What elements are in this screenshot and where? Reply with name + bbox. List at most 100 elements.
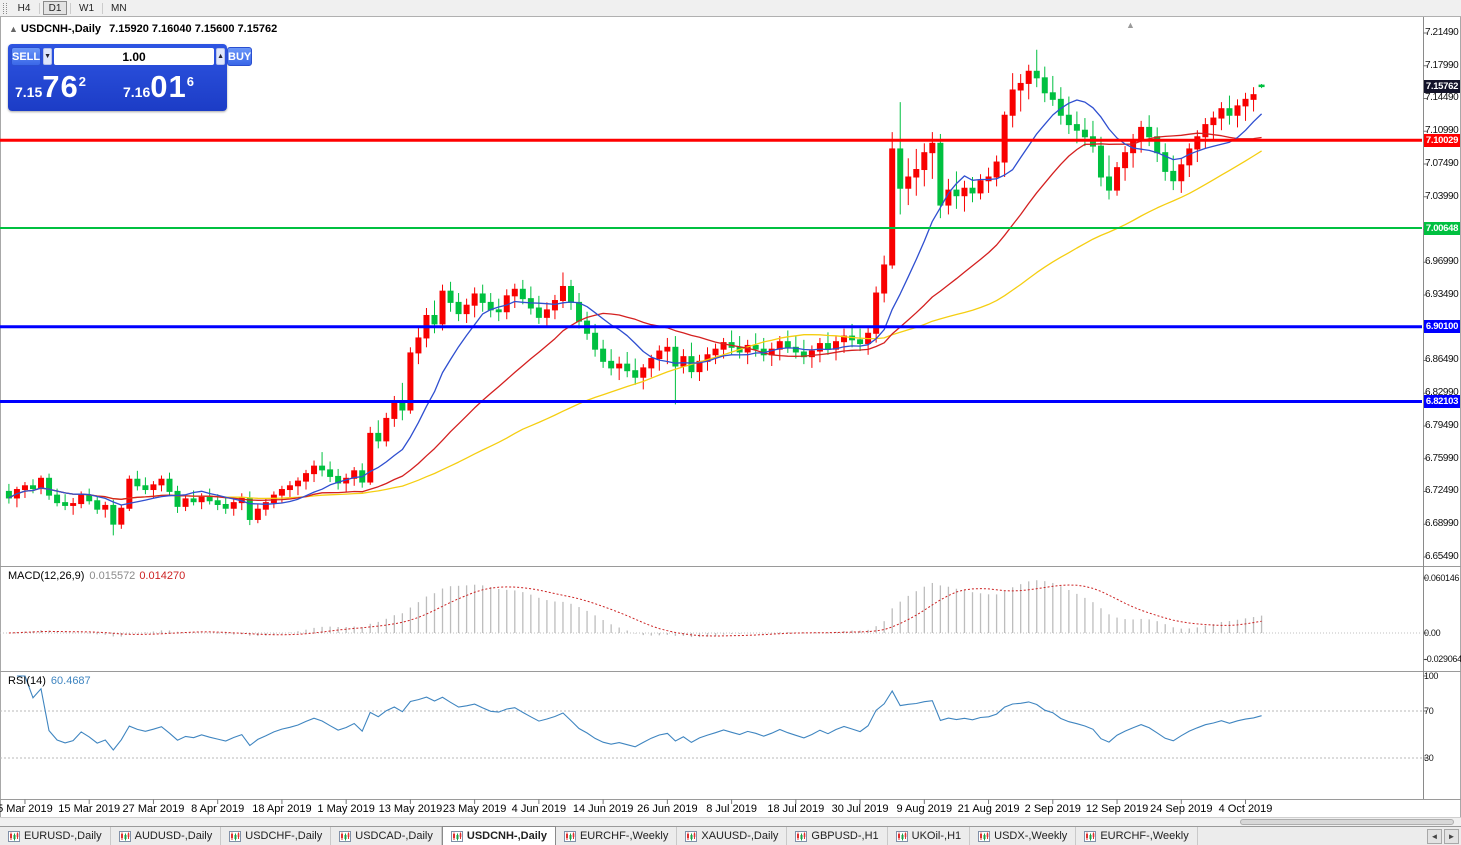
candlestick-chart-icon bbox=[339, 830, 352, 842]
candlestick-chart-icon bbox=[450, 830, 463, 842]
candlestick-chart-icon bbox=[118, 830, 131, 842]
chart-tab-usdchf-daily[interactable]: USDCHF-,Daily bbox=[221, 827, 332, 845]
date-axis-label: 12 Sep 2019 bbox=[1085, 803, 1149, 815]
bid-main: 7.15 bbox=[15, 84, 43, 100]
bid-sup: 2 bbox=[78, 74, 86, 89]
date-axis-label: 24 Sep 2019 bbox=[1150, 803, 1213, 815]
macd-indicator-label: MACD(12,26,9) 0.015572 0.014270 bbox=[8, 570, 185, 582]
volume-down-button[interactable]: ▼ bbox=[43, 48, 53, 65]
tab-label: USDCAD-,Daily bbox=[355, 830, 433, 842]
chart-tab-gbpusd-h1[interactable]: GBPUSD-,H1 bbox=[787, 827, 888, 845]
candlestick-chart-icon bbox=[895, 830, 908, 842]
date-axis-label: 26 Jun 2019 bbox=[637, 803, 698, 815]
date-axis-label: 8 Jul 2019 bbox=[706, 803, 757, 815]
rsi-layer bbox=[0, 675, 1422, 759]
tab-label: UKOil-,H1 bbox=[911, 830, 962, 842]
chart-tab-eurchf-weekly[interactable]: EURCHF-,Weekly bbox=[1076, 827, 1198, 845]
ma-lines-layer bbox=[8, 99, 1263, 506]
candlestick-chart-icon bbox=[229, 830, 242, 842]
date-axis-label: 14 Jun 2019 bbox=[572, 803, 634, 815]
date-axis-label: 15 Mar 2019 bbox=[58, 803, 121, 815]
ask-price[interactable]: 7.16016 bbox=[119, 68, 224, 108]
trade-controls-row: SELL ▼ ▲ BUY bbox=[11, 47, 253, 66]
tabs-scroll-left-button[interactable]: ◄ bbox=[1427, 829, 1442, 844]
timeframe-button-d1[interactable]: D1 bbox=[43, 1, 67, 15]
chart-tab-usdcnh-daily[interactable]: USDCNH-,Daily bbox=[441, 826, 556, 845]
chart-tab-usdx-weekly[interactable]: USDX-,Weekly bbox=[970, 827, 1077, 845]
macd-axis-label: 0.060146 bbox=[1424, 572, 1460, 583]
price-axis-label: 6.65490 bbox=[1425, 550, 1459, 562]
chart-tab-eurchf-weekly[interactable]: EURCHF-,Weekly bbox=[556, 827, 678, 845]
ask-big: 01 bbox=[150, 69, 187, 104]
candles-layer bbox=[5, 49, 1265, 536]
chart-tab-eurusd-daily[interactable]: EURUSD-,Daily bbox=[0, 827, 111, 845]
current-price-badge: 7.15762 bbox=[1424, 80, 1460, 94]
date-axis-label: 18 Apr 2019 bbox=[252, 803, 312, 815]
volume-up-button[interactable]: ▲ bbox=[216, 48, 225, 65]
scroll-marker-icon: ▲ bbox=[1126, 20, 1135, 30]
macd-signal-value: 0.014270 bbox=[139, 570, 186, 582]
date-axis-label: 13 May 2019 bbox=[378, 803, 443, 815]
macd-name: MACD(12,26,9) bbox=[8, 570, 85, 582]
date-axis-label: 1 May 2019 bbox=[317, 803, 375, 815]
price-axis-label: 6.72490 bbox=[1425, 485, 1459, 497]
volume-input[interactable] bbox=[54, 48, 215, 65]
candlestick-chart-icon bbox=[978, 830, 991, 842]
rsi-axis-label: 100 bbox=[1424, 670, 1439, 681]
candlestick-chart-icon bbox=[8, 830, 20, 842]
price-axis-label: 7.03990 bbox=[1425, 190, 1459, 202]
chart-tab-ukoil-h1[interactable]: UKOil-,H1 bbox=[888, 827, 971, 845]
ask-main: 7.16 bbox=[123, 84, 151, 100]
rsi-axis-label: 70 bbox=[1424, 705, 1434, 716]
chart-ohlc-header: ▲ USDCNH-,Daily 7.15920 7.16040 7.15600 7… bbox=[9, 23, 277, 35]
scrollbar-thumb[interactable] bbox=[1240, 819, 1454, 825]
ohlc-values: 7.15920 7.16040 7.15600 7.15762 bbox=[109, 23, 278, 35]
rsi-axis-label: 30 bbox=[1424, 752, 1434, 763]
macd-axis-label: -0.029064 bbox=[1424, 654, 1461, 665]
candlestick-chart-icon bbox=[685, 830, 698, 842]
chart-tab-usdcad-daily[interactable]: USDCAD-,Daily bbox=[331, 827, 442, 845]
price-axis-label: 7.17990 bbox=[1425, 59, 1459, 71]
timeframe-button-mn[interactable]: MN bbox=[111, 3, 127, 14]
tab-label: EURCHF-,Weekly bbox=[1100, 830, 1189, 842]
timeframe-button-w1[interactable]: W1 bbox=[79, 3, 94, 14]
price-axis-label: 6.96990 bbox=[1425, 256, 1459, 268]
bid-price[interactable]: 7.15762 bbox=[11, 68, 116, 108]
price-axis-label: 6.82990 bbox=[1425, 387, 1459, 399]
chart-tab-xauusd-daily[interactable]: XAUUSD-,Daily bbox=[677, 827, 788, 845]
price-axis-label: 6.68990 bbox=[1425, 518, 1459, 530]
tab-label: EURUSD-,Daily bbox=[24, 830, 102, 842]
hline-price-badge: 7.00648 bbox=[1424, 221, 1460, 235]
tab-label: AUDUSD-,Daily bbox=[134, 830, 213, 842]
chart-canvas[interactable] bbox=[0, 0, 1461, 826]
candlestick-chart-icon bbox=[795, 830, 808, 842]
macd-axis-label: 0.00 bbox=[1424, 627, 1441, 638]
hline-price-badge: 7.10029 bbox=[1424, 133, 1460, 147]
price-axis-label: 7.21490 bbox=[1425, 27, 1459, 38]
date-axis-label: 9 Aug 2019 bbox=[896, 803, 953, 815]
sell-button[interactable]: SELL bbox=[11, 47, 42, 66]
macd-layer bbox=[0, 580, 1422, 638]
candlestick-chart-icon bbox=[1084, 830, 1097, 842]
ask-sup: 6 bbox=[186, 74, 194, 89]
tab-label: USDCHF-,Daily bbox=[245, 830, 323, 842]
buy-button[interactable]: BUY bbox=[227, 47, 253, 66]
tab-label: XAUUSD-,Daily bbox=[701, 830, 779, 842]
chart-tab-audusd-daily[interactable]: AUDUSD-,Daily bbox=[111, 827, 222, 845]
date-axis-label: 23 May 2019 bbox=[442, 803, 507, 815]
toolbar-grip[interactable] bbox=[3, 2, 7, 14]
horizontal-lines-layer[interactable] bbox=[0, 138, 1422, 404]
rsi-indicator-label: RSI(14) 60.4687 bbox=[8, 675, 91, 687]
date-axis-label: 18 Jul 2019 bbox=[767, 803, 825, 815]
bid-big: 76 bbox=[42, 69, 79, 104]
timeframe-button-h4[interactable]: H4 bbox=[17, 3, 31, 14]
tab-scroll-buttons: ◄ ► bbox=[1427, 829, 1459, 844]
horizontal-scrollbar[interactable] bbox=[0, 817, 1461, 826]
collapse-panel-icon[interactable]: ▲ bbox=[9, 24, 18, 34]
price-axis-label: 6.75990 bbox=[1425, 452, 1459, 464]
timeframe-buttons: H4 D1 W1 MN bbox=[12, 1, 132, 15]
price-axis-label: 6.86490 bbox=[1425, 354, 1459, 366]
tab-label: GBPUSD-,H1 bbox=[811, 830, 879, 842]
tabs-scroll-right-button[interactable]: ► bbox=[1444, 829, 1459, 844]
